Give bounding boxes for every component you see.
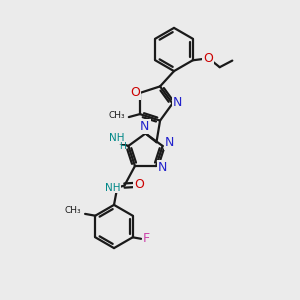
Text: O: O — [130, 86, 140, 99]
Text: CH₃: CH₃ — [108, 111, 125, 120]
Text: CH₃: CH₃ — [64, 206, 81, 215]
Text: O: O — [134, 178, 144, 191]
Text: F: F — [143, 232, 150, 245]
Text: H: H — [119, 142, 126, 151]
Text: NH: NH — [105, 183, 120, 193]
Text: N: N — [140, 120, 150, 134]
Text: N: N — [173, 95, 183, 109]
Text: O: O — [203, 52, 213, 65]
Text: N: N — [158, 161, 167, 174]
Text: N: N — [164, 136, 174, 149]
Text: NH: NH — [109, 134, 125, 143]
